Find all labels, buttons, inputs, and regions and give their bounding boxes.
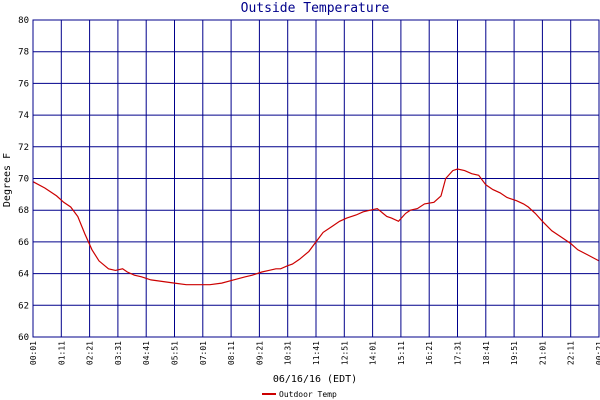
x-tick-label: 15:11 <box>397 341 406 365</box>
y-tick-label: 62 <box>18 301 29 311</box>
x-tick-label: 17:31 <box>454 341 463 365</box>
x-tick-labels: 00:01 01:11 02:21 03:31 04:41 05:51 07:01 08:11… <box>29 341 600 365</box>
y-axis-label: Degrees F <box>2 153 13 207</box>
y-tick-label: 78 <box>18 48 29 58</box>
x-tick-label: 12:51 <box>340 341 349 365</box>
x-tick-label: 16:21 <box>425 341 434 365</box>
x-tick-label: 11:41 <box>312 341 321 365</box>
x-tick-label: 21:01 <box>538 341 547 365</box>
series-line-outdoor-temp <box>32 168 600 286</box>
x-tick-label: 05:51 <box>171 341 180 365</box>
y-tick-label: 74 <box>18 111 29 121</box>
y-tick-label: 80 <box>18 16 29 26</box>
y-tick-label: 66 <box>18 238 29 248</box>
y-tick-label: 68 <box>18 206 29 216</box>
x-tick-label: 09:21 <box>255 341 264 365</box>
x-axis-label: 06/16/16 (EDT) <box>273 374 357 385</box>
y-tick-label: 72 <box>18 143 29 153</box>
x-tick-label: 02:21 <box>86 341 95 365</box>
x-tick-label: 04:41 <box>142 341 151 365</box>
x-tick-label: 10:31 <box>284 341 293 365</box>
x-tick-label: 18:41 <box>482 341 491 365</box>
x-tick-label: 00:21 <box>595 341 600 365</box>
chart-title: Outside Temperature <box>241 1 390 16</box>
x-tick-label: 19:51 <box>510 341 519 365</box>
plot-border <box>32 19 600 338</box>
x-tick-label: 07:01 <box>199 341 208 365</box>
x-tick-label: 08:11 <box>227 341 236 365</box>
x-tick-label: 03:31 <box>114 341 123 365</box>
x-tick-label: 01:11 <box>57 341 66 365</box>
y-tick-label: 76 <box>18 79 29 89</box>
grid <box>32 19 600 338</box>
y-tick-labels: 60 62 64 66 68 70 72 74 76 78 80 <box>18 16 29 343</box>
x-tick-label: 00:01 <box>29 341 38 365</box>
x-tick-label: 22:11 <box>567 341 576 365</box>
y-tick-label: 60 <box>18 333 29 343</box>
y-tick-label: 70 <box>18 175 29 185</box>
series-layer <box>32 168 600 286</box>
x-tick-label: 14:01 <box>369 341 378 365</box>
legend-label: Outdoor Temp <box>279 390 337 399</box>
legend: Outdoor Temp <box>262 390 337 399</box>
y-tick-label: 64 <box>18 270 29 280</box>
